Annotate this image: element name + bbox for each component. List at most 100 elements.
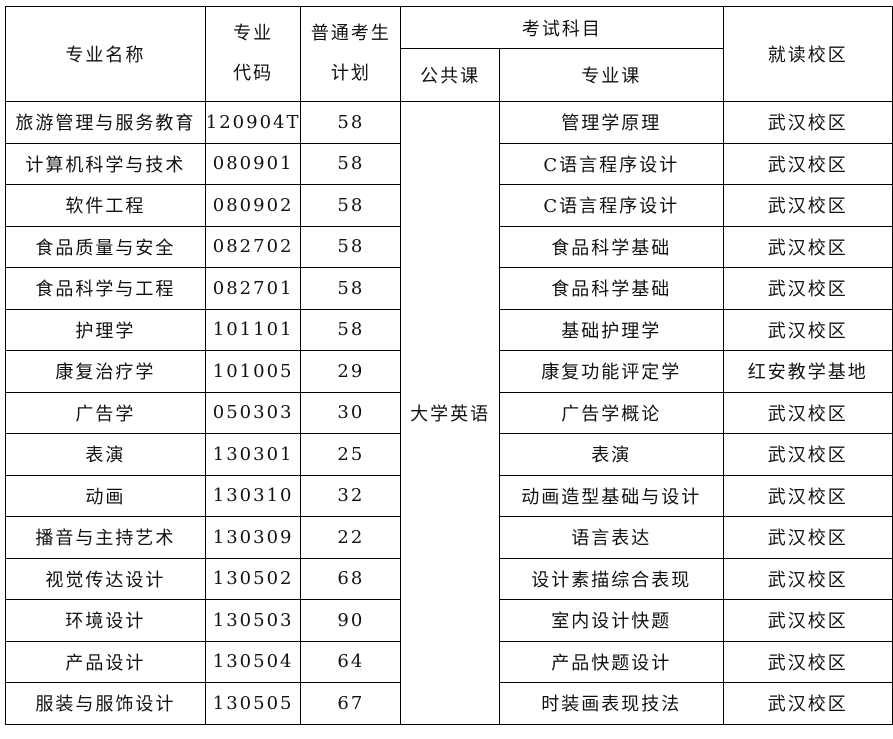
cell-campus: 武汉校区 [722,599,893,642]
cell-plan: 58 [300,101,402,144]
cell-major-name: 食品质量与安全 [5,225,206,268]
cell-plan: 68 [300,557,402,600]
cell-major-course: 时装画表现技法 [499,682,724,725]
cell-major-course: 语言表达 [499,516,724,559]
cell-campus: 红安教学基地 [722,350,893,393]
table-row: 旅游管理与服务教育 120904T 58 大学英语 管理学原理 武汉校区 [5,101,893,725]
header-major-course: 专业课 [499,48,724,102]
cell-plan: 64 [300,640,402,683]
cell-campus: 武汉校区 [722,267,893,310]
cell-major-course: 产品快题设计 [499,640,724,683]
cell-major-code: 101101 [204,308,302,351]
cell-major-course: C语言程序设计 [499,142,724,185]
table-row: 产品设计 130504 64 产品快题设计 武汉校区 [5,640,893,683]
cell-major-code: 080902 [204,184,302,227]
cell-major-course: 设计素描综合表现 [499,557,724,600]
cell-major-course: 室内设计快题 [499,599,724,642]
table-row: 食品科学与工程 082701 58 食品科学基础 武汉校区 [5,267,893,310]
cell-major-course: 动画造型基础与设计 [499,474,724,517]
cell-major-code: 120904T [204,101,302,144]
cell-major-name: 护理学 [5,308,206,351]
header-row: 专业名称 专业代码 普通考生计划 考试科目 就读校区 [5,6,893,102]
cell-plan: 67 [300,682,402,725]
cell-major-name: 计算机科学与技术 [5,142,206,185]
cell-major-course: C语言程序设计 [499,184,724,227]
cell-major-code: 082702 [204,225,302,268]
header-plan-line2: 计划 [330,63,371,84]
header-major-code-line1: 专业 [233,23,274,44]
cell-campus: 武汉校区 [722,308,893,351]
cell-plan: 30 [300,391,402,434]
cell-campus: 武汉校区 [722,433,893,476]
cell-major-name: 环境设计 [5,599,206,642]
cell-major-course: 表演 [499,433,724,476]
cell-plan: 29 [300,350,402,393]
cell-campus: 武汉校区 [722,101,893,144]
cell-major-name: 服装与服饰设计 [5,682,206,725]
cell-major-course: 康复功能评定学 [499,350,724,393]
header-major-code: 专业 代码 [204,6,302,102]
header-major-name: 专业名称 [5,6,206,102]
cell-campus: 武汉校区 [722,557,893,600]
admission-plan-table: 专业名称 专业代码 普通考生计划 考试科目 就读校区 公共课 专业课 旅游管理与… [5,6,893,725]
header-major-code-line2: 代码 [233,63,274,84]
cell-major-course: 基础护理学 [499,308,724,351]
table-row: 视觉传达设计 130502 68 设计素描综合表现 武汉校区 [5,557,893,600]
table-row: 广告学 050303 30 广告学概论 武汉校区 [5,391,893,434]
cell-major-name: 旅游管理与服务教育 [5,101,206,144]
cell-major-code: 130301 [204,433,302,476]
cell-campus: 武汉校区 [722,225,893,268]
cell-major-name: 动画 [5,474,206,517]
header-plan: 普通考生 计划 [300,6,402,102]
table-row: 播音与主持艺术 130309 22 语言表达 武汉校区 [5,516,893,559]
cell-plan: 58 [300,225,402,268]
header-public-course: 公共课 [400,48,501,102]
cell-major-code: 130502 [204,557,302,600]
cell-major-course: 广告学概论 [499,391,724,434]
cell-campus: 武汉校区 [722,184,893,227]
cell-plan: 25 [300,433,402,476]
header-campus: 就读校区 [722,6,893,102]
cell-plan: 58 [300,267,402,310]
table-row: 康复治疗学 101005 29 康复功能评定学 红安教学基地 [5,350,893,393]
cell-plan: 32 [300,474,402,517]
table-row: 表演 130301 25 表演 武汉校区 [5,433,893,476]
cell-major-course: 管理学原理 [499,101,724,144]
cell-major-name: 软件工程 [5,184,206,227]
cell-plan: 22 [300,516,402,559]
cell-major-code: 130503 [204,599,302,642]
cell-major-code: 082701 [204,267,302,310]
cell-campus: 武汉校区 [722,640,893,683]
table-row: 护理学 101101 58 基础护理学 武汉校区 [5,308,893,351]
cell-public-course: 大学英语 [400,101,501,725]
cell-major-code: 050303 [204,391,302,434]
cell-major-name: 广告学 [5,391,206,434]
cell-major-name: 康复治疗学 [5,350,206,393]
cell-major-code: 130310 [204,474,302,517]
cell-plan: 58 [300,184,402,227]
subheader-row: 公共课 专业课 [6,48,893,102]
table-row: 软件工程 080902 58 C语言程序设计 武汉校区 [5,184,893,227]
table-row: 食品质量与安全 082702 58 食品科学基础 武汉校区 [5,225,893,268]
cell-campus: 武汉校区 [722,682,893,725]
cell-major-name: 食品科学与工程 [5,267,206,310]
cell-major-course: 食品科学基础 [499,267,724,310]
cell-plan: 58 [300,308,402,351]
table-row: 计算机科学与技术 080901 58 C语言程序设计 武汉校区 [5,142,893,185]
header-exam-subjects: 考试科目 [400,6,724,49]
cell-campus: 武汉校区 [722,391,893,434]
cell-plan: 90 [300,599,402,642]
cell-major-course: 食品科学基础 [499,225,724,268]
table-row: 动画 130310 32 动画造型基础与设计 武汉校区 [5,474,893,517]
cell-campus: 武汉校区 [722,474,893,517]
cell-major-code: 080901 [204,142,302,185]
cell-major-code: 101005 [204,350,302,393]
cell-major-name: 产品设计 [5,640,206,683]
cell-campus: 武汉校区 [722,142,893,185]
header-plan-line1: 普通考生 [310,23,391,44]
cell-major-code: 130309 [204,516,302,559]
cell-major-name: 视觉传达设计 [5,557,206,600]
cell-major-name: 播音与主持艺术 [5,516,206,559]
cell-major-code: 130504 [204,640,302,683]
cell-major-name: 表演 [5,433,206,476]
